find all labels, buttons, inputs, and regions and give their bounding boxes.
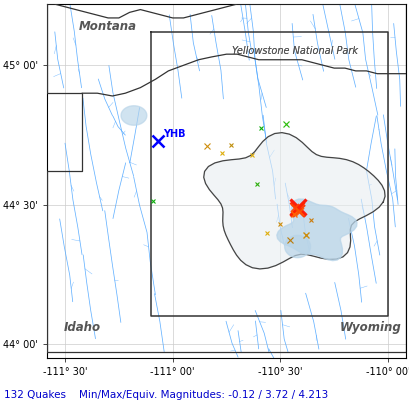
Text: Yellowstone National Park: Yellowstone National Park bbox=[232, 46, 357, 56]
Polygon shape bbox=[284, 235, 310, 258]
Text: Idaho: Idaho bbox=[63, 321, 101, 334]
Text: YHB: YHB bbox=[163, 129, 185, 139]
Text: 132 Quakes    Min/Max/Equiv. Magnitudes: -0.12 / 3.72 / 4.213: 132 Quakes Min/Max/Equiv. Magnitudes: -0… bbox=[4, 390, 328, 400]
Polygon shape bbox=[121, 106, 146, 125]
Text: Yellowstone National Park: Yellowstone National Park bbox=[232, 46, 357, 56]
Text: Montana: Montana bbox=[79, 20, 137, 33]
Polygon shape bbox=[276, 199, 356, 261]
Polygon shape bbox=[203, 133, 384, 269]
Text: Wyoming: Wyoming bbox=[339, 321, 401, 334]
